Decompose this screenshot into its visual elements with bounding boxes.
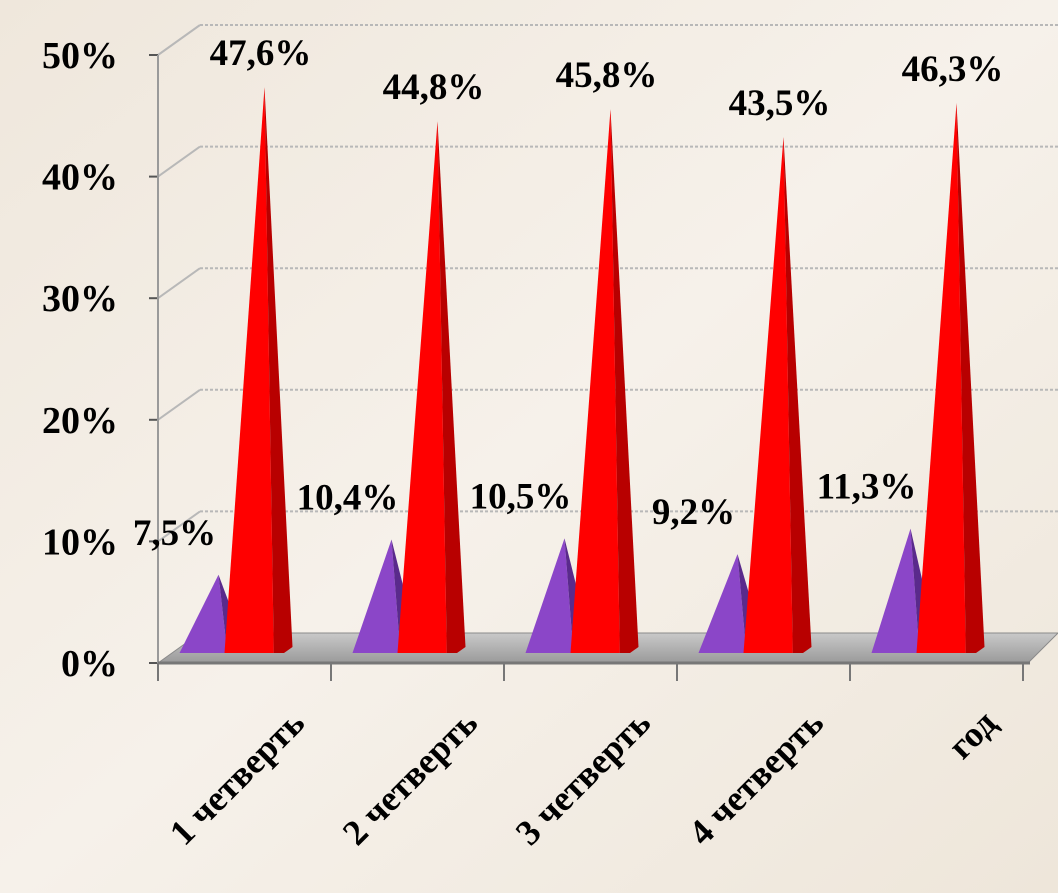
data-label: 45,8% (556, 55, 658, 96)
y-tick-label: 10% (42, 521, 118, 563)
cone-purple (871, 528, 920, 653)
y-tick-label: 30% (42, 278, 118, 320)
y-tick-label: 40% (42, 157, 118, 199)
cone-red (743, 137, 793, 654)
data-label: 7,5% (133, 513, 216, 554)
cone-red (224, 87, 274, 653)
cone-red (397, 121, 447, 654)
data-label: 10,5% (470, 476, 572, 517)
cone-red-side (264, 87, 293, 653)
data-label: 9,2% (652, 492, 735, 533)
data-label: 10,4% (297, 478, 399, 519)
data-label: 47,6% (210, 33, 312, 74)
cone-purple (352, 539, 401, 653)
data-label: 46,3% (902, 49, 1004, 90)
gridline-side (157, 388, 201, 421)
cone-red-side (956, 102, 985, 653)
cone-red-side (783, 137, 812, 654)
gridline-side (157, 510, 201, 543)
cone-red-side (610, 109, 639, 653)
cone-purple (698, 554, 747, 653)
gridline-side (157, 267, 201, 300)
gridline-side (157, 24, 201, 56)
cone-purple (179, 574, 228, 653)
gridline-side (157, 145, 201, 178)
data-label: 11,3% (817, 467, 917, 508)
cone-purple (525, 538, 574, 653)
y-tick-label: 20% (42, 400, 118, 442)
cone-red-side (437, 121, 466, 654)
data-label: 44,8% (383, 67, 485, 108)
y-tick-label: 50% (42, 35, 118, 77)
y-tick-label: 0% (61, 643, 118, 685)
cone-red (570, 109, 620, 653)
data-label: 43,5% (729, 83, 831, 124)
cone-red (916, 102, 966, 653)
